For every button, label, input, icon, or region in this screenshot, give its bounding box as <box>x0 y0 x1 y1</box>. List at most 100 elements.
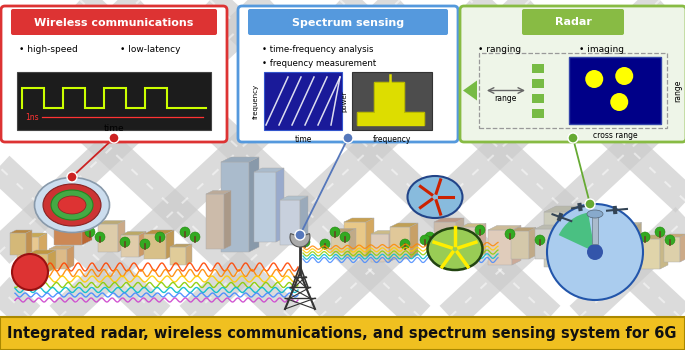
Polygon shape <box>121 235 139 257</box>
Polygon shape <box>331 229 356 232</box>
Text: time: time <box>295 135 312 144</box>
Text: Integrated radar, wireless communications, and spectrum sensing system for 6G: Integrated radar, wireless communication… <box>8 326 677 341</box>
Polygon shape <box>280 200 300 245</box>
Circle shape <box>425 232 435 242</box>
Text: Wireless communications: Wireless communications <box>34 18 194 28</box>
Text: • high-speed: • high-speed <box>19 46 78 55</box>
Circle shape <box>140 239 150 249</box>
Circle shape <box>180 227 190 237</box>
FancyBboxPatch shape <box>248 9 448 35</box>
Polygon shape <box>664 237 680 262</box>
Polygon shape <box>463 80 477 100</box>
Polygon shape <box>82 210 92 245</box>
Polygon shape <box>584 222 606 262</box>
Polygon shape <box>488 230 512 265</box>
Text: range: range <box>673 79 682 102</box>
Circle shape <box>155 232 165 242</box>
Text: frequency: frequency <box>253 83 259 119</box>
FancyBboxPatch shape <box>238 6 458 142</box>
Circle shape <box>620 237 630 247</box>
Polygon shape <box>511 228 536 231</box>
Polygon shape <box>544 212 576 267</box>
Polygon shape <box>608 227 632 265</box>
Polygon shape <box>10 233 26 255</box>
Circle shape <box>475 225 485 235</box>
Circle shape <box>343 133 353 143</box>
Circle shape <box>655 227 665 237</box>
Polygon shape <box>434 222 456 262</box>
Polygon shape <box>221 162 249 252</box>
Polygon shape <box>139 231 146 257</box>
Polygon shape <box>331 232 349 252</box>
Polygon shape <box>389 231 396 262</box>
Polygon shape <box>28 250 56 254</box>
Polygon shape <box>344 222 366 257</box>
Polygon shape <box>28 254 48 272</box>
Polygon shape <box>640 235 668 239</box>
Polygon shape <box>512 225 521 265</box>
Circle shape <box>595 232 605 242</box>
Polygon shape <box>606 218 614 262</box>
Wedge shape <box>290 233 310 247</box>
Ellipse shape <box>51 190 93 220</box>
Text: Spectrum sensing: Spectrum sensing <box>292 18 404 28</box>
Circle shape <box>300 237 310 247</box>
Polygon shape <box>390 223 418 227</box>
FancyBboxPatch shape <box>1 6 227 142</box>
Bar <box>532 64 544 73</box>
Polygon shape <box>664 234 685 237</box>
Polygon shape <box>48 250 56 272</box>
Text: • time-frequency analysis: • time-frequency analysis <box>262 46 373 55</box>
Polygon shape <box>276 168 284 242</box>
Text: power: power <box>341 90 347 112</box>
Polygon shape <box>186 244 192 265</box>
Bar <box>532 79 544 88</box>
Polygon shape <box>357 82 424 125</box>
Text: • ranging: • ranging <box>478 46 521 55</box>
Circle shape <box>12 254 48 290</box>
Bar <box>532 94 544 103</box>
Polygon shape <box>680 234 685 262</box>
Polygon shape <box>535 229 555 259</box>
Polygon shape <box>511 231 529 259</box>
Polygon shape <box>456 218 464 262</box>
Circle shape <box>420 235 430 245</box>
Polygon shape <box>461 227 479 257</box>
Circle shape <box>320 239 330 249</box>
Text: • imaging: • imaging <box>579 46 624 55</box>
Polygon shape <box>166 230 174 259</box>
Polygon shape <box>576 206 588 267</box>
Circle shape <box>109 133 119 143</box>
Polygon shape <box>371 231 396 234</box>
Bar <box>592 214 598 244</box>
Polygon shape <box>632 223 641 265</box>
Polygon shape <box>17 237 39 262</box>
Circle shape <box>555 227 565 237</box>
Bar <box>264 72 342 130</box>
Polygon shape <box>300 196 308 245</box>
Ellipse shape <box>427 228 482 270</box>
Circle shape <box>505 229 515 239</box>
Polygon shape <box>608 223 641 227</box>
Polygon shape <box>144 234 166 259</box>
Circle shape <box>330 227 340 237</box>
Ellipse shape <box>587 210 603 218</box>
Text: • low-latency: • low-latency <box>120 46 181 55</box>
Polygon shape <box>410 223 418 259</box>
Polygon shape <box>98 224 118 252</box>
Polygon shape <box>479 224 486 257</box>
Circle shape <box>610 93 628 111</box>
Polygon shape <box>254 168 284 172</box>
Wedge shape <box>559 212 595 252</box>
Polygon shape <box>206 190 231 194</box>
Polygon shape <box>98 220 125 224</box>
Circle shape <box>615 67 633 85</box>
Polygon shape <box>121 231 146 235</box>
Circle shape <box>400 239 410 249</box>
Polygon shape <box>390 227 410 259</box>
Text: range: range <box>494 94 516 103</box>
Bar <box>569 57 661 124</box>
Polygon shape <box>640 239 660 269</box>
Circle shape <box>295 230 305 240</box>
Circle shape <box>585 199 595 209</box>
